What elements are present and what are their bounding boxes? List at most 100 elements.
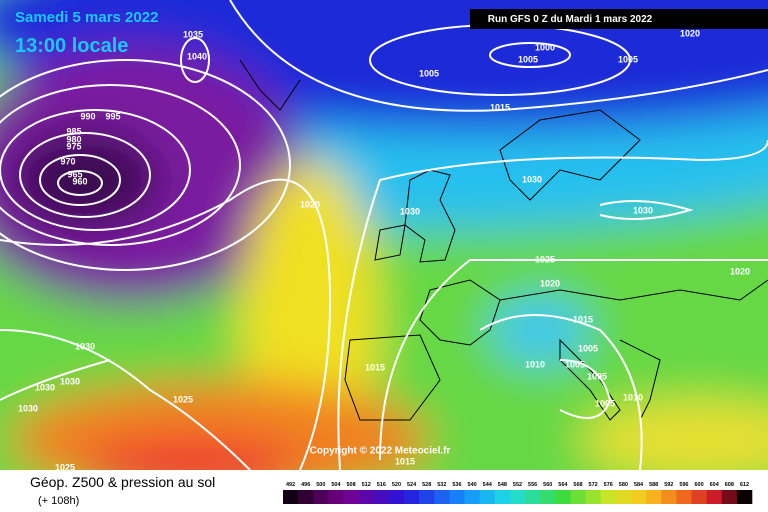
scale-label: 580 [619,482,628,488]
scale-label: 520 [392,482,401,488]
scale-label: 540 [468,482,477,488]
isobar-label: 960 [72,176,87,186]
scale-swatch [494,490,511,504]
scale-label: 532 [437,482,446,488]
isobar-label: 1020 [680,28,700,38]
isobar-label: 1020 [730,266,750,276]
isobar-label: 1030 [522,174,542,184]
scale-swatch [691,490,707,504]
scale-swatch [449,490,465,504]
scale-label: 560 [543,482,552,488]
scale-label: 496 [301,482,310,488]
scale-label: 548 [498,482,507,488]
isobar-label: 1030 [400,206,420,216]
scale-label: 576 [604,482,613,488]
run-info: Run GFS 0 Z du Mardi 1 mars 2022 [488,14,653,25]
isobar-label: 975 [66,141,81,151]
scale-label: 608 [725,482,734,488]
scale-label: 588 [649,482,658,488]
isobar-label: 1005 [587,371,607,381]
scale-label: 512 [362,482,371,488]
scale-swatch [736,490,753,504]
scale-swatch [404,490,420,504]
scale-swatch [555,490,571,504]
isobar-label: 1005 [565,359,585,369]
isobar-label: 1005 [578,343,598,353]
scale-swatch [661,490,677,504]
local-time: 13:00 locale [15,35,128,57]
scale-swatch [313,490,329,504]
scale-label: 592 [664,482,673,488]
scale-swatch [615,490,632,504]
copyright: Copyright © 2022 Meteociel.fr [310,446,451,457]
scale-label: 528 [422,482,431,488]
run-box [470,9,768,29]
isobar-label: 1030 [75,341,95,351]
date: Samedi 5 mars 2022 [15,9,158,26]
isobar-label: 985 [66,126,81,136]
scale-swatch [525,490,541,504]
isobar-label: 1040 [187,51,207,61]
isobar-label: 1000 [535,42,555,52]
scale-swatch [343,490,359,504]
scale-swatch [373,490,390,504]
scale-label: 524 [407,482,417,488]
isobar-label: 1020 [300,199,320,209]
footer-title: Géop. Z500 & pression au sol [30,474,215,490]
scale-label: 604 [710,482,720,488]
scale-swatch [388,490,405,504]
scale-swatch [283,490,299,504]
scale-swatch [721,490,738,504]
isobar-label: 1030 [60,376,80,386]
isobar-label: 1015 [365,362,385,372]
scale-label: 492 [286,482,295,488]
scale-swatch [676,490,692,504]
isobar-label: 970 [60,156,75,166]
isobar-label: 1005 [518,54,538,64]
scale-label: 572 [589,482,598,488]
isobar-label: 1015 [395,456,415,466]
isobar-label: 1005 [595,398,615,408]
scale-swatch [570,490,586,504]
scale-label: 504 [331,482,341,488]
scale-label: 552 [513,482,522,488]
isobar-label: 1025 [535,254,555,264]
isobar-label: 1010 [623,392,643,402]
scale-swatch [585,490,602,504]
scale-label: 564 [558,482,568,488]
isobar-label: 965 [67,169,82,179]
isobar-label: 1035 [183,29,203,39]
scale-label: 544 [483,482,493,488]
scale-label: 612 [740,482,749,488]
isobar-label: 1030 [18,403,38,413]
scale-label: 556 [528,482,537,488]
scale-label: 536 [452,482,461,488]
scale-swatch [646,490,662,504]
scale-swatch [464,490,480,504]
isobar-label: 1025 [173,394,193,404]
isobar-label: 1005 [419,68,439,78]
scale-swatch [419,490,435,504]
scale-swatch [540,490,556,504]
isobars [0,0,768,470]
scale-label: 568 [573,482,582,488]
scale-swatch [328,490,344,504]
isobar-label: 1025 [55,462,75,472]
scale-label: 516 [377,482,386,488]
scale-swatch [298,490,314,504]
isobar-label: 1015 [573,314,593,324]
isobar-label: 1030 [633,205,653,215]
isobar-label: 1030 [35,382,55,392]
scale-label: 500 [316,482,325,488]
scale-swatch [434,490,450,504]
isobar-label: 995 [105,111,120,121]
scale-swatch [630,490,647,504]
scale-label: 596 [679,482,688,488]
isobar-label: 1020 [540,278,560,288]
forecast-lead: (+ 108h) [38,495,79,507]
isobar-label: 980 [66,134,81,144]
scale-swatch [509,490,526,504]
isobar-label: 1015 [490,102,510,112]
